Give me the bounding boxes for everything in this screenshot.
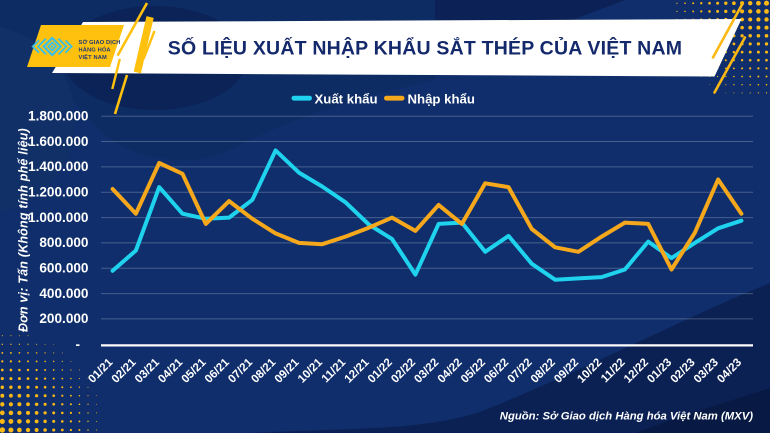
svg-text:1.600.000: 1.600.000 <box>28 134 88 149</box>
svg-text:800.000: 800.000 <box>39 235 88 250</box>
svg-text:400.000: 400.000 <box>39 286 88 301</box>
svg-text:200.000: 200.000 <box>39 311 88 326</box>
svg-text:1.200.000: 1.200.000 <box>28 185 88 200</box>
svg-text:1.800.000: 1.800.000 <box>28 109 88 124</box>
svg-text:HÀNG HÓA: HÀNG HÓA <box>79 46 111 54</box>
svg-text:Đơn vị: Tấn (Không tính phế li: Đơn vị: Tấn (Không tính phế liệu) <box>17 128 31 332</box>
svg-text:SỞ GIAO DỊCH: SỞ GIAO DỊCH <box>79 39 121 46</box>
svg-text:Nguồn: Sở Giao dịch Hàng hóa V: Nguồn: Sở Giao dịch Hàng hóa Việt Nam (M… <box>500 411 753 423</box>
svg-text:1.000.000: 1.000.000 <box>28 210 88 225</box>
svg-text:600.000: 600.000 <box>39 261 88 276</box>
svg-text:SỐ LIỆU XUẤT NHẬP KHẨU SẮT THÉ: SỐ LIỆU XUẤT NHẬP KHẨU SẮT THÉP CỦA VIỆT… <box>168 36 682 60</box>
svg-text:VIỆT NAM: VIỆT NAM <box>79 53 107 61</box>
svg-text:1.400.000: 1.400.000 <box>28 159 88 174</box>
svg-text:-: - <box>75 337 80 352</box>
svg-text:Xuất khẩu: Xuất khẩu <box>315 92 378 107</box>
svg-text:Nhập khẩu: Nhập khẩu <box>408 92 475 107</box>
